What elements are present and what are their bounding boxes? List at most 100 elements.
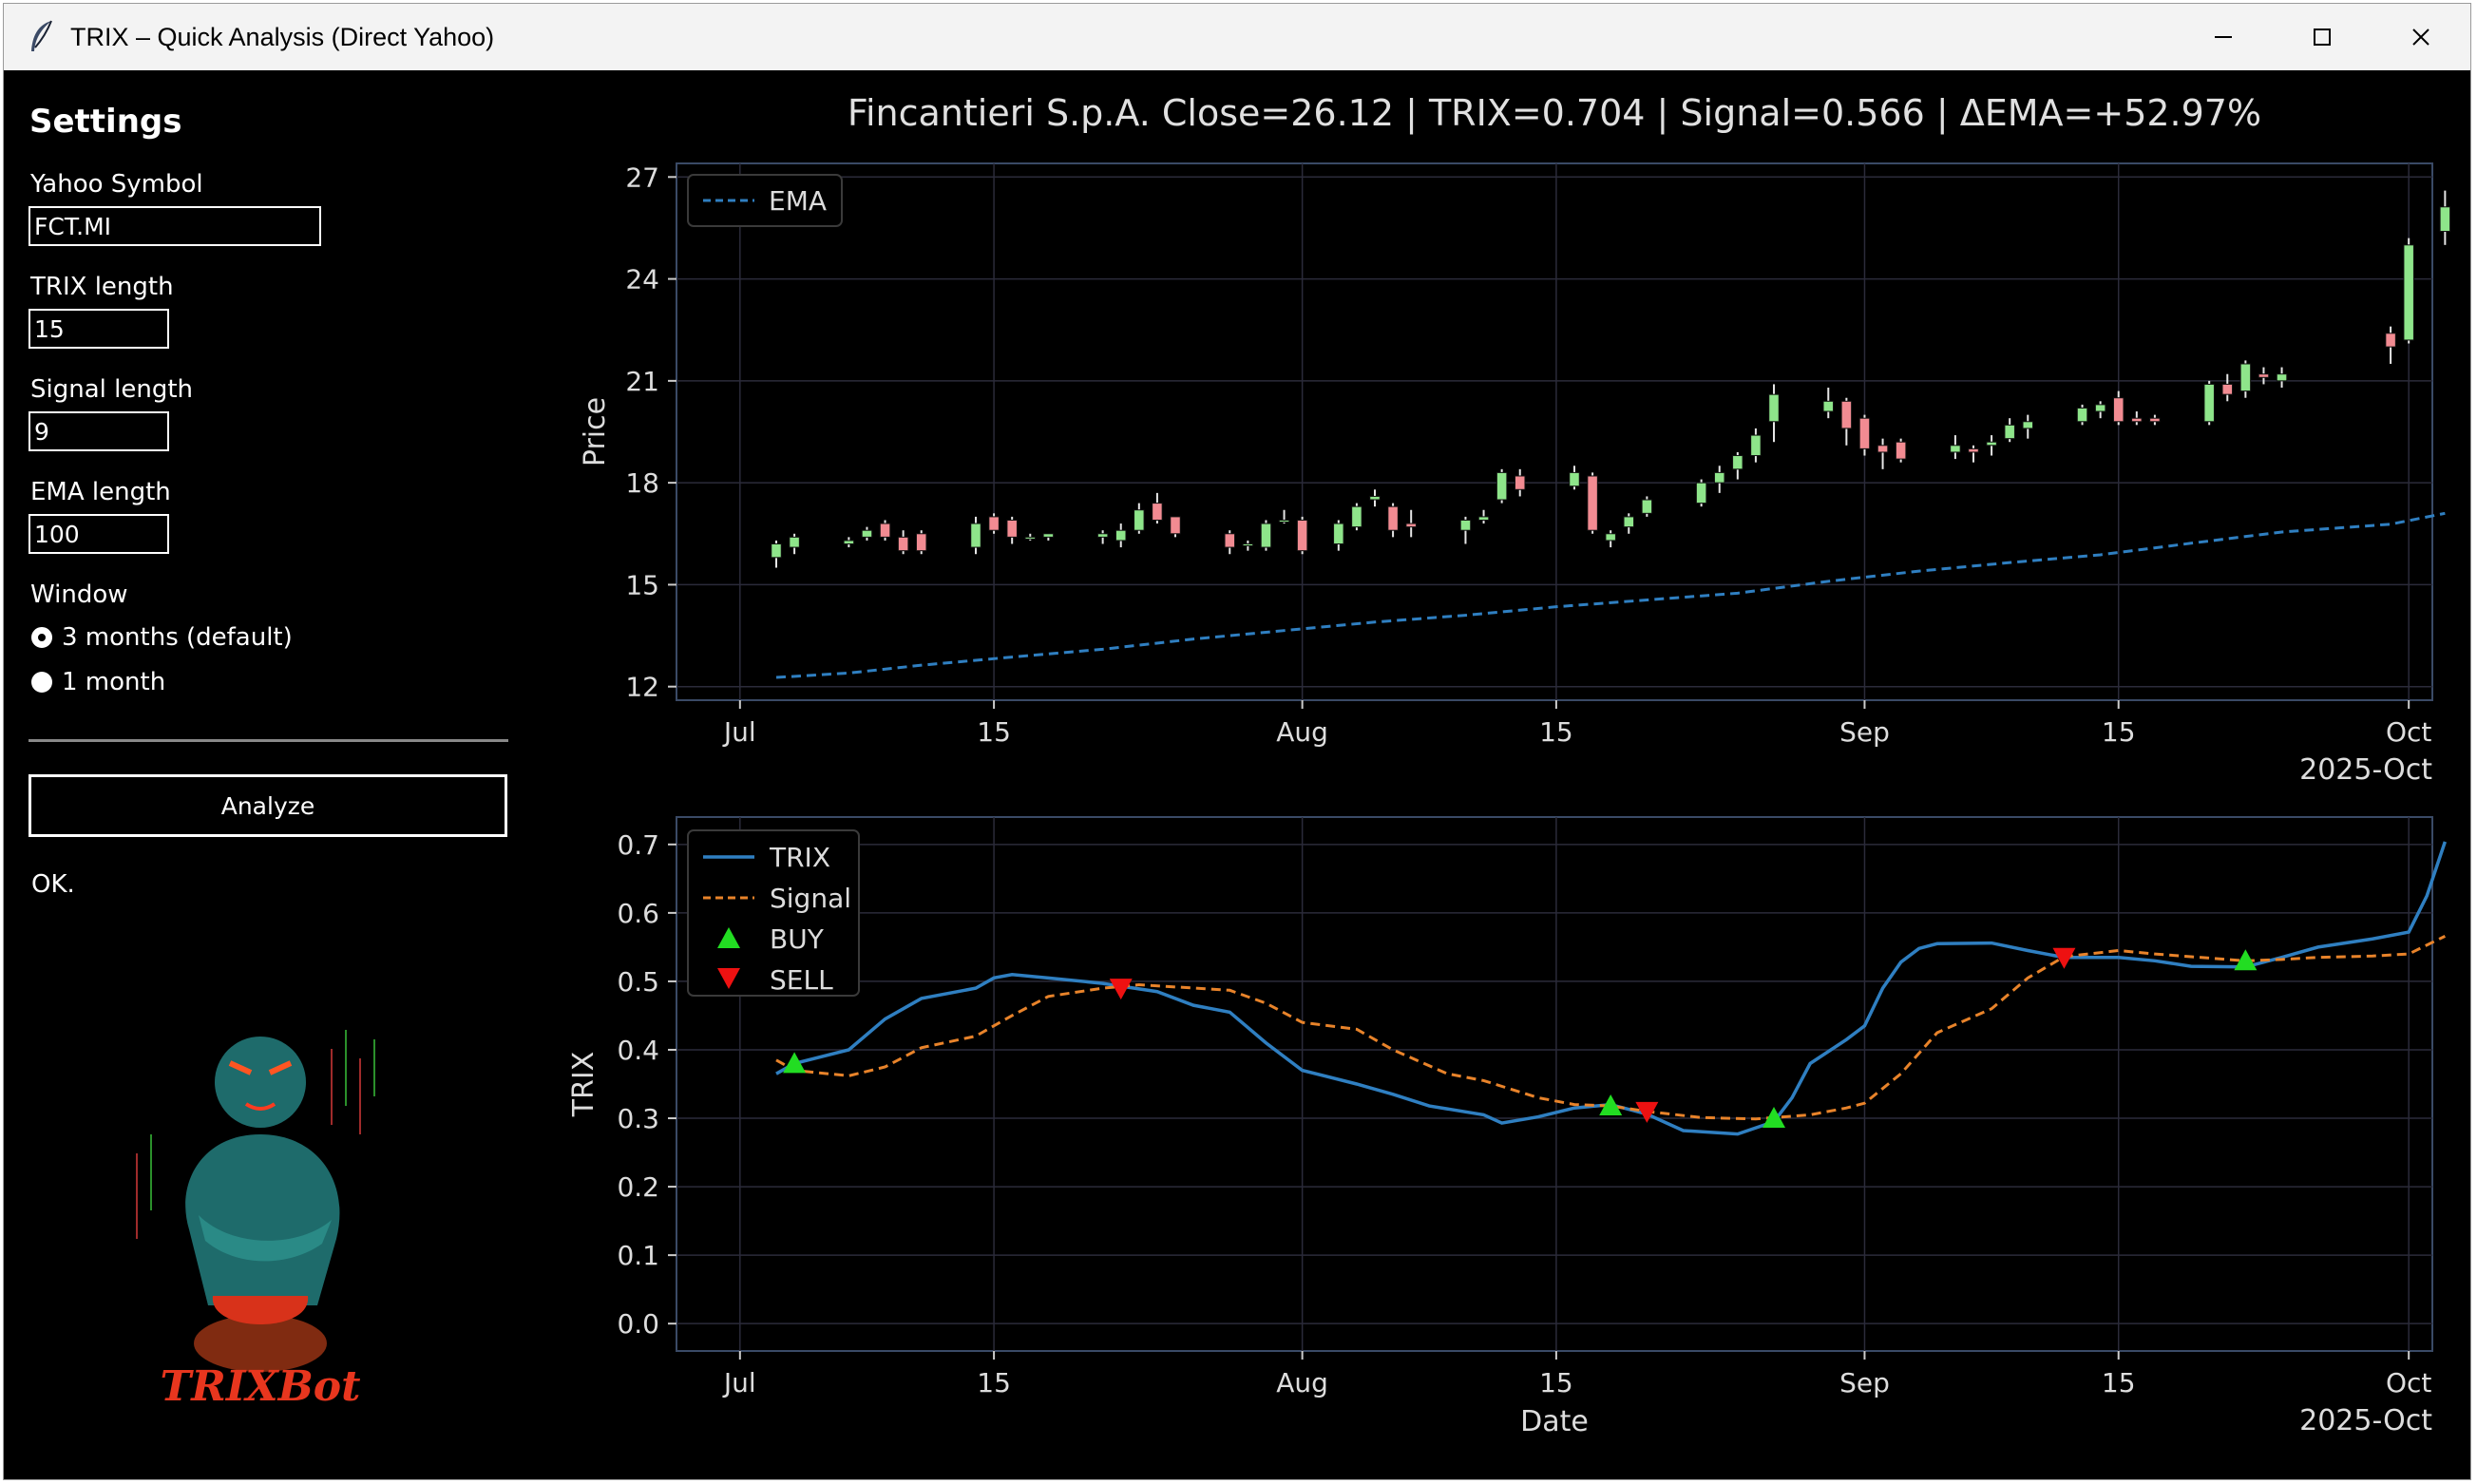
radio-selected-icon — [31, 627, 52, 648]
candle-body — [1260, 523, 1272, 548]
window-option-label: 1 month — [62, 668, 166, 696]
separator — [29, 739, 508, 742]
price-ytick-label: 24 — [625, 264, 659, 295]
candle-body — [1587, 475, 1598, 531]
trix-x-offset-label: 2025-Oct — [2299, 1404, 2432, 1437]
trix-line — [775, 841, 2448, 1136]
window-option-1-month[interactable]: 1 month — [31, 668, 165, 696]
candle-body — [2239, 363, 2252, 392]
close-button[interactable] — [2372, 4, 2470, 70]
signal-line — [775, 935, 2447, 1121]
candle-body — [1170, 516, 1181, 535]
radio-unselected-icon — [31, 672, 52, 693]
trix-xtick-label: Oct — [2386, 1367, 2431, 1398]
price-xtick-label: 15 — [977, 716, 1011, 748]
price-xtick-label: Aug — [1276, 716, 1328, 748]
charts-canvas: Fincantieri S.p.A. Close=26.12 | TRIX=0.… — [567, 92, 2451, 1438]
price-chart: Jul 15 Aug 15 Sep 15 Oct 12 15 18 21 24 27 2025-Oct Pr… — [579, 162, 2451, 787]
legend-ema-label: EMA — [769, 185, 827, 217]
candle-body — [1242, 543, 1254, 547]
candle-body — [2112, 397, 2125, 423]
price-y-axis-label: Price — [579, 397, 612, 466]
price-xtick-label: 15 — [1539, 716, 1573, 748]
trix-y-axis-label: TRIX — [567, 1052, 600, 1118]
candle-body — [1278, 519, 1290, 523]
maximize-icon — [2314, 29, 2331, 46]
candle-body — [1496, 471, 1508, 501]
trix-ytick-label: 0.7 — [617, 829, 659, 861]
candle-body — [1641, 499, 1653, 514]
candle-body — [2221, 383, 2234, 395]
trix-chart: Jul 15 Aug 15 Sep 15 Oct 0.0 0.1 0.2 0.3 0.4 0.5 0.6 0… — [567, 816, 2448, 1438]
trix-xtick-label: Sep — [1839, 1367, 1890, 1398]
trix-ytick-label: 0.5 — [617, 966, 659, 998]
trixbot-logo: TRIXBot — [136, 1030, 375, 1410]
settings-panel: Settings Yahoo Symbol TRIX length Signal… — [4, 70, 536, 1479]
trix-xtick-label: Aug — [1276, 1367, 1328, 1398]
legend-buy-swatch — [717, 927, 740, 948]
candle-body — [1134, 509, 1145, 531]
candle-body — [879, 523, 891, 538]
trix-ytick-label: 0.1 — [617, 1240, 659, 1271]
window-label: Window — [30, 580, 128, 609]
candle-body — [1333, 523, 1344, 545]
analyze-button[interactable]: Analyze — [29, 774, 507, 837]
candle-body — [2094, 404, 2106, 412]
settings-title: Settings — [29, 103, 182, 141]
candle-body — [1152, 503, 1163, 521]
candle-body — [2439, 206, 2451, 233]
trix-xtick-label: Jul — [722, 1367, 756, 1398]
legend-buy-label: BUY — [770, 923, 825, 955]
candle-body — [2385, 333, 2396, 348]
signal-length-input[interactable] — [29, 411, 169, 451]
ema-length-input[interactable] — [29, 514, 169, 554]
candle-body — [897, 536, 909, 552]
candle-body — [1115, 529, 1127, 542]
price-xtick-label: Oct — [2386, 716, 2431, 748]
candle-body — [1695, 482, 1707, 504]
candle-body — [1895, 441, 1907, 460]
chart-area: Fincantieri S.p.A. Close=26.12 | TRIX=0.… — [536, 70, 2470, 1479]
candle-body — [1459, 519, 1472, 531]
candle-body — [970, 523, 981, 548]
candle-body — [2258, 373, 2270, 378]
candle-body — [1822, 400, 1835, 412]
buy-marker — [2234, 949, 2258, 971]
candle-body — [1096, 533, 1109, 538]
candle-body — [1877, 445, 1889, 453]
logo-candles — [136, 1030, 375, 1239]
trix-xtick-label: 15 — [1539, 1367, 1573, 1398]
candle-body — [2076, 407, 2088, 423]
candle-body — [789, 536, 800, 548]
sell-marker — [1109, 979, 1133, 1000]
legend-trix-label: TRIX — [769, 842, 830, 873]
candle-body — [1514, 475, 1526, 490]
minimize-icon — [2215, 36, 2232, 38]
price-legend: EMA — [687, 174, 843, 227]
price-xtick-label: Jul — [722, 716, 756, 748]
candle-body — [1713, 471, 1725, 484]
sell-marker — [2052, 947, 2076, 969]
trix-length-label: TRIX length — [30, 273, 174, 301]
app-window: TRIX – Quick Analysis (Direct Yahoo) Set… — [3, 3, 2471, 1480]
window-title: TRIX – Quick Analysis (Direct Yahoo) — [70, 22, 495, 51]
symbol-input[interactable] — [29, 206, 321, 246]
minimize-button[interactable] — [2174, 4, 2273, 70]
candle-body — [1968, 447, 1979, 453]
candle-body — [1858, 417, 1871, 449]
candle-body — [1605, 533, 1616, 542]
legend-sell-swatch — [717, 968, 740, 989]
maximize-button[interactable] — [2273, 4, 2372, 70]
candle-body — [1986, 441, 1997, 447]
trix-xtick-label: 15 — [2102, 1367, 2136, 1398]
logo-text: TRIXBot — [161, 1362, 361, 1410]
window-option-3-months[interactable]: 3 months (default) — [31, 623, 293, 652]
candle-body — [1024, 536, 1037, 540]
trix-ytick-label: 0.0 — [617, 1308, 659, 1340]
feather-icon — [31, 20, 52, 51]
price-ytick-label: 12 — [625, 672, 659, 703]
trix-legend: TRIX Signal BUY SELL — [687, 829, 860, 997]
candle-body — [1840, 400, 1853, 429]
trix-length-input[interactable] — [29, 309, 169, 349]
legend-box — [687, 174, 843, 227]
